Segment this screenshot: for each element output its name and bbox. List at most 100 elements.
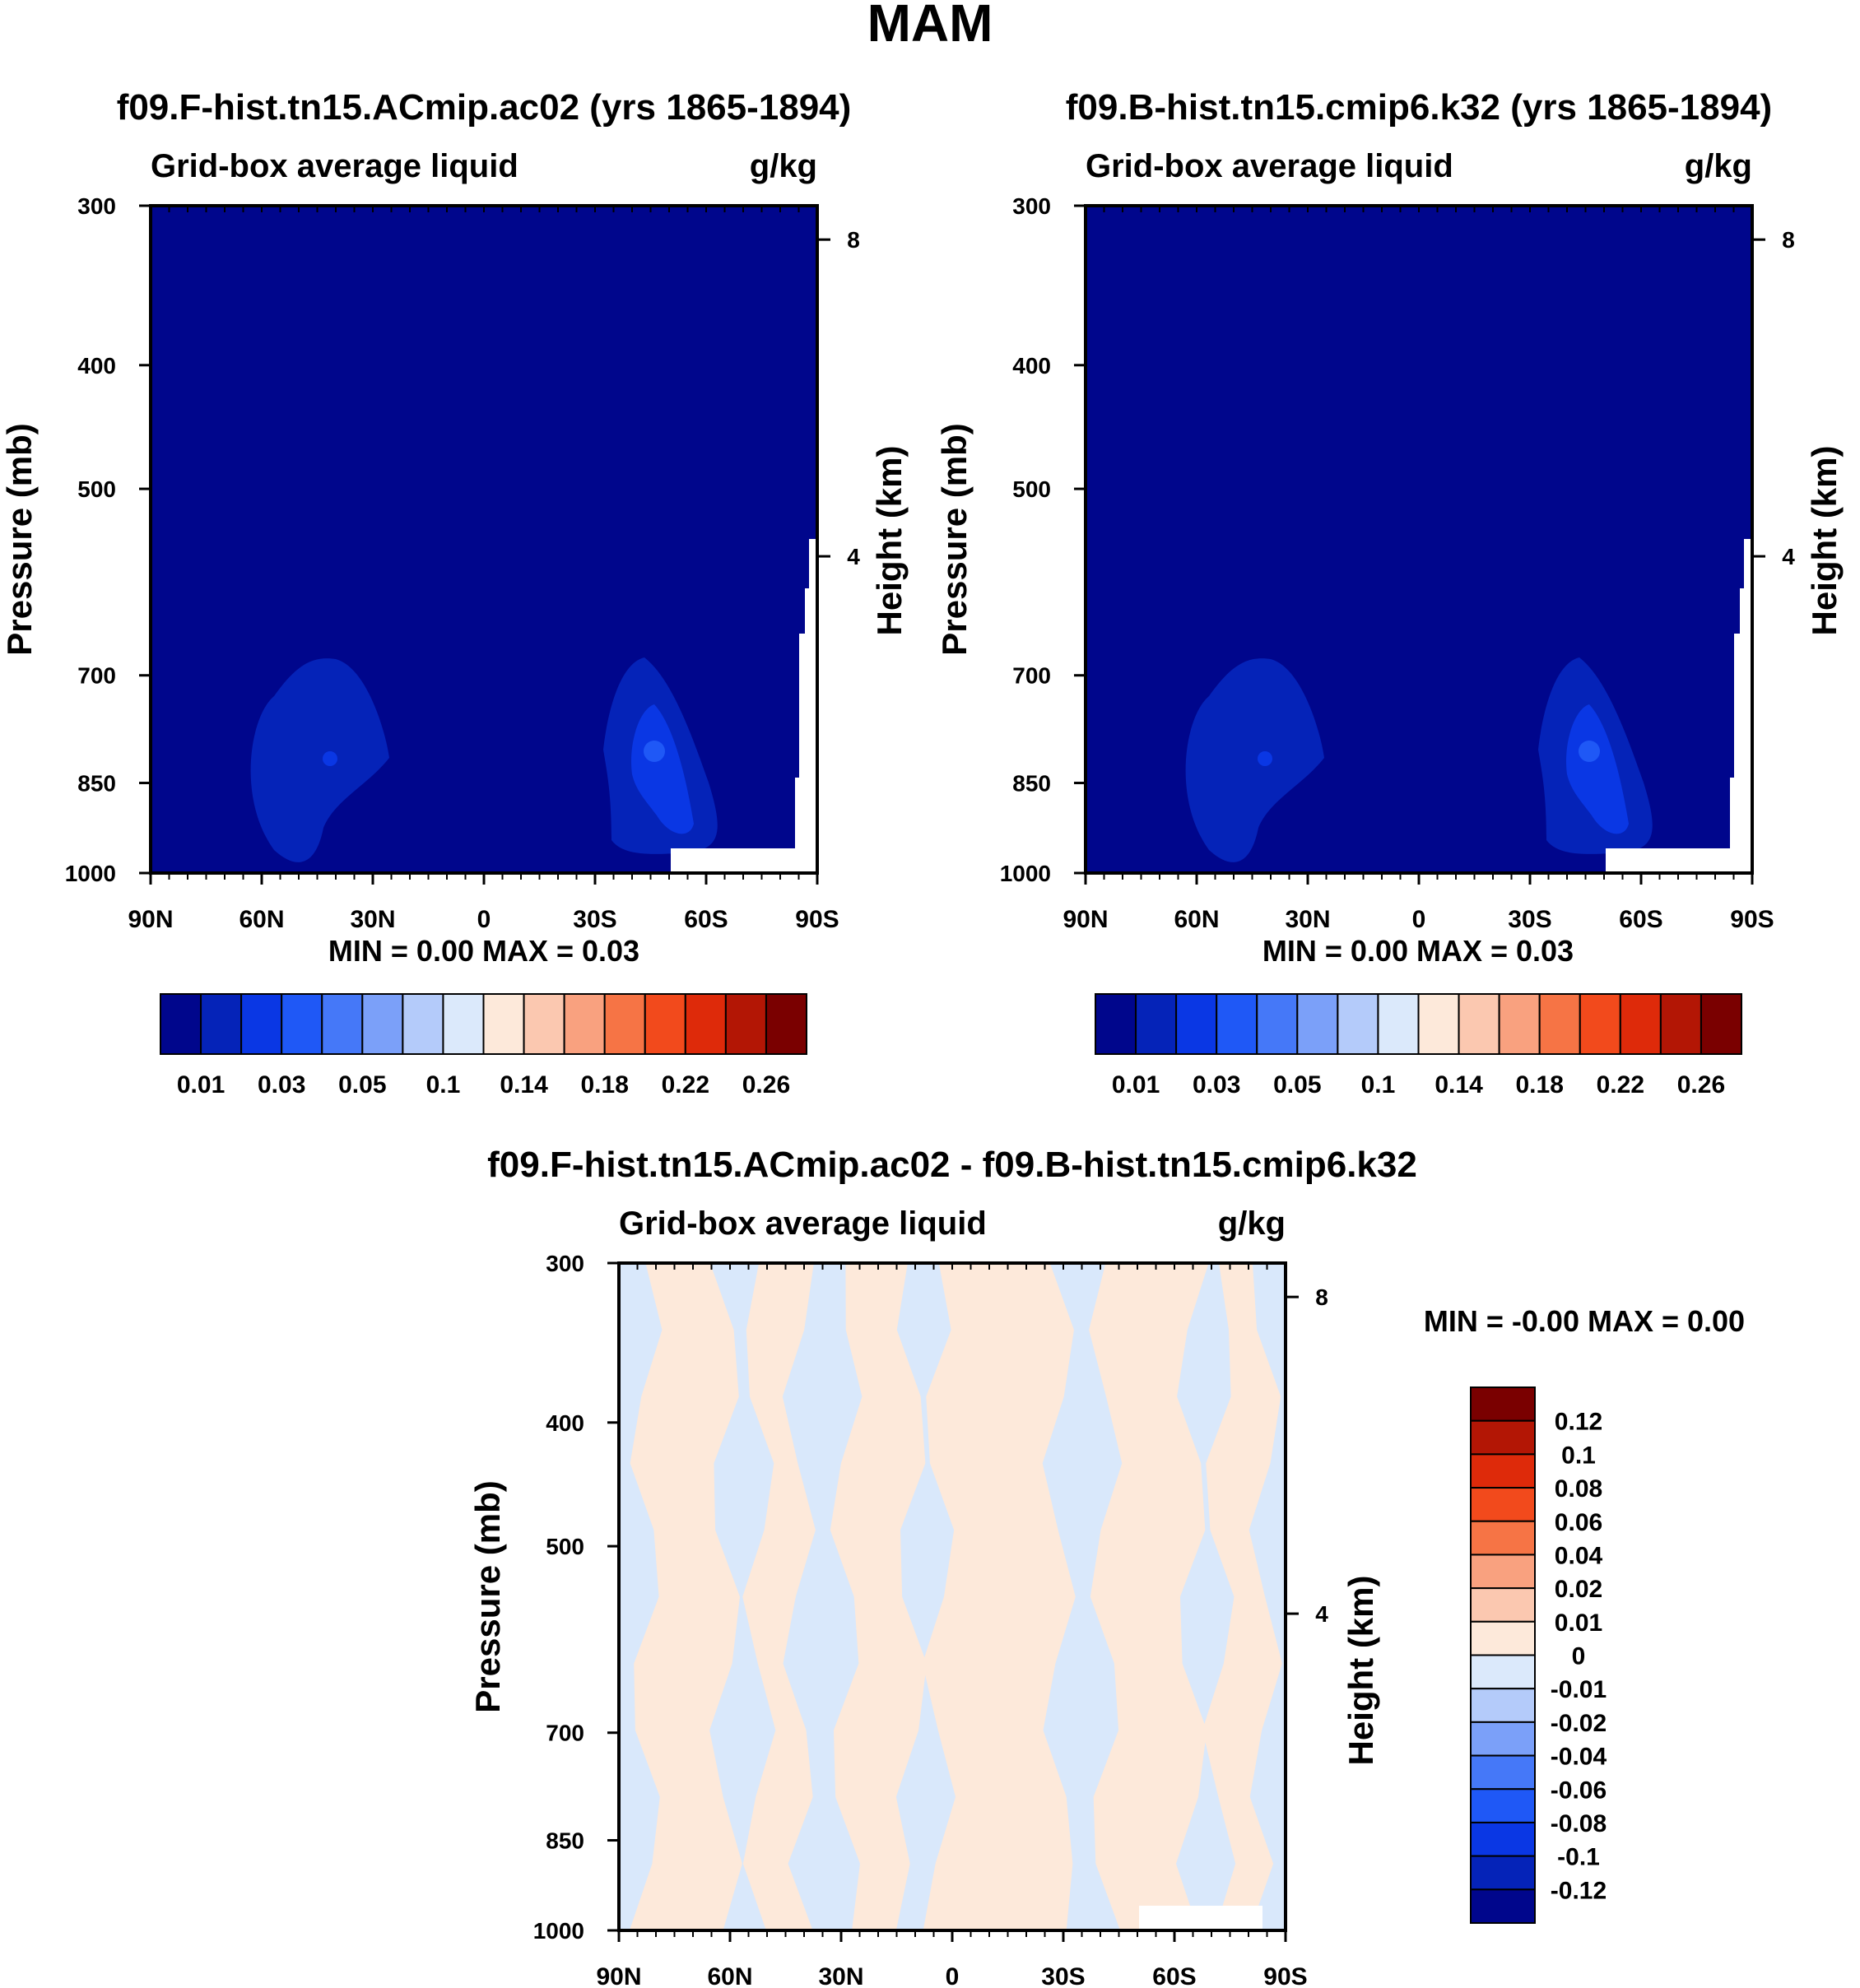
colorbar-swatch <box>1470 1520 1536 1556</box>
y-tick-label: 850 <box>1012 771 1051 797</box>
colorbar-swatch <box>1135 993 1178 1055</box>
colorbar-label: -0.01 <box>1551 1676 1607 1703</box>
y-tick-label: 400 <box>1012 353 1051 379</box>
colorbar-label: 0.1 <box>1561 1442 1596 1469</box>
colorbar-swatch <box>200 993 243 1055</box>
colorbar: 0.12 0.1 0.08 0.06 0.04 0.02 0.01 0 -0.01 -0.02 -0… <box>1470 1386 1607 1924</box>
positive-difference-band <box>742 1263 816 1930</box>
y-tick-label: 850 <box>546 1828 584 1854</box>
cloud-mid-sh <box>1566 704 1629 834</box>
colorbar-swatch <box>482 993 525 1055</box>
colorbar-swatch <box>442 993 485 1055</box>
plot-area <box>151 206 817 873</box>
x-tick-label: 30N <box>818 1963 863 1988</box>
colorbar-swatch <box>281 993 323 1055</box>
colorbar-label: 0.14 <box>500 1071 548 1099</box>
positive-difference-band <box>629 1263 742 1930</box>
cloud-region-nh <box>1185 658 1324 862</box>
x-tick-label: 90N <box>1063 906 1108 933</box>
colorbar-swatch <box>1700 993 1742 1055</box>
x-tick-label: 90S <box>795 906 839 933</box>
colorbar-label: 0.03 <box>258 1071 305 1099</box>
y2-axis-title: Height (km) <box>1342 1576 1380 1766</box>
colorbar-swatch <box>1470 1620 1536 1656</box>
y2-axis-title: Height (km) <box>1805 446 1844 636</box>
y2-tick-label: 8 <box>847 227 860 253</box>
y-axis-title: Pressure (mb) <box>468 1480 507 1712</box>
colorbar-swatch <box>1470 1386 1536 1422</box>
y2-tick-label: 8 <box>1315 1284 1328 1310</box>
colorbar-label: 0.22 <box>662 1071 709 1099</box>
y-axis-title: Pressure (mb) <box>0 423 39 655</box>
colorbar-swatch <box>361 993 404 1055</box>
colorbar-swatch <box>1579 993 1621 1055</box>
colorbar-swatch <box>644 993 686 1055</box>
y-tick-label: 500 <box>546 1534 584 1559</box>
colorbar-label: 0.18 <box>580 1071 628 1099</box>
colorbar-swatch <box>1458 993 1500 1055</box>
units-label: g/kg <box>750 148 817 184</box>
x-tick-label: 60S <box>1619 906 1662 933</box>
colorbar-swatch <box>1470 1419 1536 1456</box>
panel-title: f09.F-hist.tn15.ACmip.ac02 - f09.B-hist.… <box>487 1145 1417 1185</box>
x-tick-label: 0 <box>477 906 491 933</box>
colorbar-label: 0.26 <box>1677 1071 1725 1099</box>
colorbar-swatch <box>684 993 727 1055</box>
colorbar-label: 0.01 <box>1555 1609 1602 1637</box>
cloud-core-sh <box>644 741 665 762</box>
colorbar-label: -0.12 <box>1551 1877 1607 1904</box>
y2-tick-label: 4 <box>1782 544 1795 569</box>
y-tick-label: 700 <box>1012 663 1051 689</box>
min-max-label: MIN = 0.00 MAX = 0.03 <box>1262 934 1574 968</box>
colorbar-label: 0.1 <box>426 1071 461 1099</box>
field-label: Grid-box average liquid <box>151 148 518 184</box>
colorbar-swatch <box>1470 1688 1536 1723</box>
colorbar-label: 0.01 <box>1112 1071 1160 1099</box>
cloud-region-nh <box>250 658 389 862</box>
missing-data-region <box>671 539 817 873</box>
x-tick-label: 0 <box>1412 906 1426 933</box>
x-tick-label: 90N <box>128 906 173 933</box>
colorbar-label: 0.14 <box>1435 1071 1483 1099</box>
x-tick-label: 0 <box>946 1963 960 1988</box>
x-tick-label: 30S <box>1041 1963 1085 1988</box>
field-label: Grid-box average liquid <box>1086 148 1453 184</box>
x-tick-label: 30N <box>1285 906 1330 933</box>
colorbar-label: -0.08 <box>1551 1810 1607 1837</box>
colorbar-swatch <box>1377 993 1420 1055</box>
plot-area <box>619 1263 1286 1930</box>
y-tick-label: 300 <box>546 1251 584 1276</box>
colorbar-label: 0 <box>1572 1643 1586 1670</box>
colorbar-swatch <box>523 993 565 1055</box>
min-max-label: MIN = -0.00 MAX = 0.00 <box>1424 1304 1745 1338</box>
field-label: Grid-box average liquid <box>619 1205 987 1242</box>
colorbar-swatch <box>1470 1754 1536 1791</box>
colorbar-swatch <box>1256 993 1299 1055</box>
x-tick-label: 60S <box>684 906 728 933</box>
colorbar-swatch <box>1095 993 1137 1055</box>
colorbar-swatch <box>1538 993 1581 1055</box>
y-tick-label: 400 <box>546 1410 584 1436</box>
y2-tick-label: 4 <box>847 544 860 569</box>
field-background <box>1086 206 1752 873</box>
colorbar-swatch <box>321 993 364 1055</box>
colorbar-label: 0.18 <box>1515 1071 1563 1099</box>
colorbar-swatch <box>1417 993 1460 1055</box>
x-tick-label: 30S <box>573 906 616 933</box>
panel-title: f09.F-hist.tn15.ACmip.ac02 (yrs 1865-189… <box>117 87 852 128</box>
colorbar-swatch <box>1470 1721 1536 1757</box>
colorbar-swatch <box>1498 993 1541 1055</box>
colorbar-swatch <box>765 993 807 1055</box>
colorbar-swatch <box>1337 993 1379 1055</box>
panel-difference: f09.F-hist.tn15.ACmip.ac02 - f09.B-hist.… <box>468 1145 1745 1988</box>
colorbar-label: 0.02 <box>1555 1576 1602 1603</box>
colorbar-label: 0.04 <box>1555 1542 1603 1569</box>
y-tick-label: 300 <box>1012 193 1051 219</box>
y2-axis-title: Height (km) <box>870 446 909 636</box>
colorbar-label: 0.26 <box>742 1071 790 1099</box>
y-tick-label: 500 <box>1012 476 1051 502</box>
colorbar-swatch <box>603 993 646 1055</box>
colorbar-label: -0.02 <box>1551 1710 1607 1737</box>
x-tick-label: 60N <box>1174 906 1219 933</box>
colorbar: 0.01 0.03 0.05 0.1 0.14 0.18 0.22 0.26 <box>160 993 807 1099</box>
